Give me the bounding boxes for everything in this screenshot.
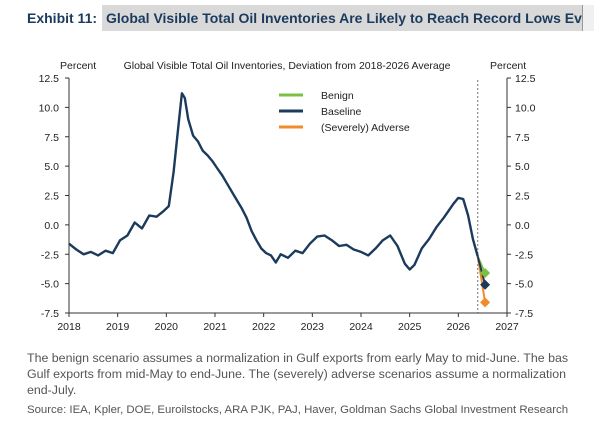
y-tick-label-left: -5.0 xyxy=(41,279,59,291)
endpoint-marker-severely-adverse xyxy=(480,297,491,308)
note-line-1: The benign scenario assumes a normalizat… xyxy=(27,351,569,365)
x-tick-label: 2022 xyxy=(252,321,276,333)
y-tick-label-right: 0.0 xyxy=(515,220,530,232)
y-tick-label-left: -2.5 xyxy=(41,249,59,261)
y-tick-label-right: 2.5 xyxy=(515,191,530,203)
legend-label-benign: Benign xyxy=(321,90,354,102)
y-tick-label-left: 10.0 xyxy=(39,102,60,114)
y-tick-label-left: 12.5 xyxy=(39,73,60,85)
x-tick-label: 2023 xyxy=(301,321,325,333)
series-line-baseline xyxy=(68,92,479,271)
y-tick-label-right: 12.5 xyxy=(515,73,536,85)
y-tick-label-left: -7.5 xyxy=(41,308,59,320)
x-tick-label: 2024 xyxy=(349,321,373,333)
endpoint-marker-benign xyxy=(480,268,491,279)
legend-label-severely-adverse: (Severely) Adverse xyxy=(321,122,410,134)
source-text: Source: IEA, Kpler, DOE, Euroilstocks, A… xyxy=(27,404,569,416)
y-tick-label-left: 7.5 xyxy=(44,132,59,144)
y-tick-label-left: 2.5 xyxy=(44,191,59,203)
note-line-3: end-July. xyxy=(27,383,77,397)
scroll-edge xyxy=(582,5,594,31)
chart-title: Global Visible Total Oil Inventories, De… xyxy=(124,60,451,72)
x-tick-label: 2018 xyxy=(57,321,81,333)
y-axis-label-left: Percent xyxy=(60,60,96,72)
y-tick-label-left: 0.0 xyxy=(44,220,59,232)
chart-note: The benign scenario assumes a normalizat… xyxy=(27,350,594,398)
y-tick-label-right: -2.5 xyxy=(515,249,533,261)
y-tick-label-right: -7.5 xyxy=(515,308,533,320)
y-tick-label-right: 7.5 xyxy=(515,132,530,144)
y-tick-label-left: 5.0 xyxy=(44,161,59,173)
y-tick-label-right: 10.0 xyxy=(515,102,536,114)
chart: Global Visible Total Oil Inventories, De… xyxy=(39,60,536,333)
x-tick-label: 2020 xyxy=(155,321,179,333)
exhibit-header: Exhibit 11: Global Visible Total Oil Inv… xyxy=(0,4,594,32)
y-axis-label-right: Percent xyxy=(490,60,526,72)
plot-area: 12.5 12.5 10.0 10.0 7.5 7.5 5.0 5.0 2.5 2.5 0.0 0.0… xyxy=(39,73,536,333)
note-line-2: Gulf exports from mid-May to end-June. T… xyxy=(27,367,566,381)
x-tick-label: 2025 xyxy=(398,321,422,333)
x-tick-label: 2027 xyxy=(495,321,519,333)
x-tick-label: 2019 xyxy=(106,321,130,333)
x-tick-label: 2026 xyxy=(447,321,471,333)
y-tick-label-right: -5.0 xyxy=(515,279,533,291)
exhibit-label: Exhibit 11: xyxy=(27,10,98,26)
endpoint-marker-baseline xyxy=(480,279,491,290)
series-line-baseline-projection xyxy=(476,256,487,286)
x-tick-label: 2021 xyxy=(203,321,227,333)
exhibit-title: Global Visible Total Oil Inventories Are… xyxy=(102,5,594,31)
legend-label-baseline: Baseline xyxy=(321,106,361,118)
y-tick-label-right: 5.0 xyxy=(515,161,530,173)
